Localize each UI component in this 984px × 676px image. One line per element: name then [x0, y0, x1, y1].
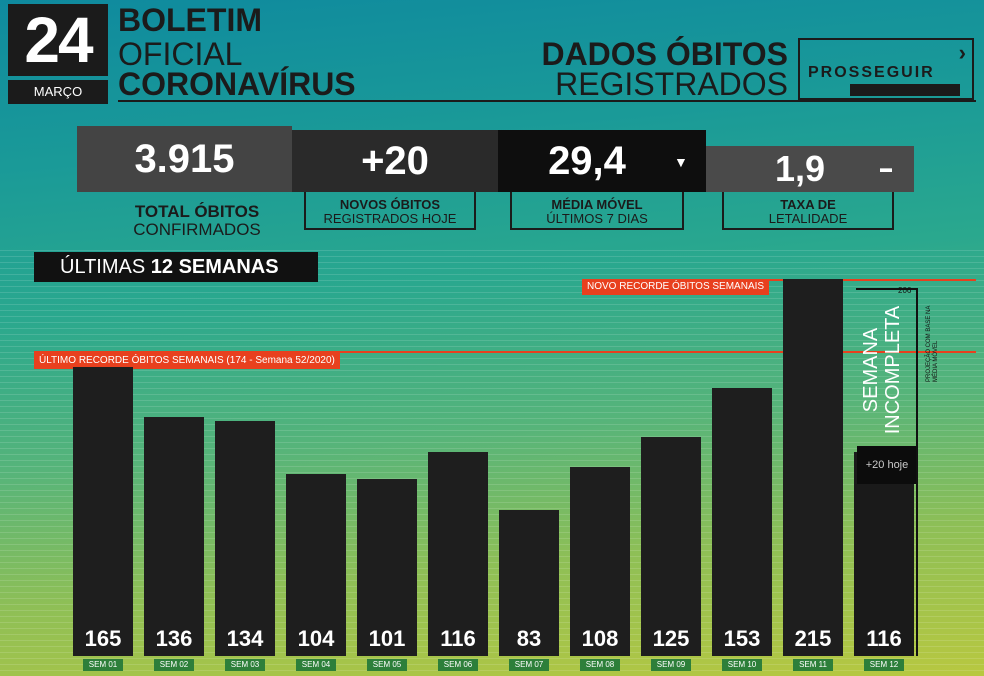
- category-tag: SEM 05: [367, 659, 407, 671]
- bar-9: [641, 436, 701, 656]
- new-record-tag: NOVO RECORDE ÓBITOS SEMANAIS: [582, 278, 770, 295]
- weeks-label: ÚLTIMAS 12 SEMANAS: [34, 252, 318, 282]
- total-deaths-value: 3.915: [77, 126, 292, 192]
- new-deaths-label-sub: REGISTRADOS HOJE: [323, 210, 457, 226]
- new-record-line: [582, 278, 976, 281]
- logo-subtitle-bar: [850, 84, 960, 96]
- bar-value-label: 153: [723, 626, 761, 651]
- lethality-label: TAXA DE LETALIDADE: [722, 192, 894, 230]
- moving-average-label-bold: MÉDIA MÓVEL: [551, 197, 643, 212]
- bar-11: [783, 278, 843, 656]
- category-tag: SEM 12: [864, 659, 904, 671]
- bar-value-label: 104: [297, 626, 335, 651]
- date-month: MARÇO: [8, 80, 108, 104]
- new-deaths-value: +20: [292, 130, 498, 192]
- category-tag: SEM 06: [438, 659, 478, 671]
- date-day: 24: [8, 4, 108, 76]
- total-deaths-label-sub: CONFIRMADOS: [133, 219, 261, 239]
- chevron-right-icon: ›: [958, 40, 966, 65]
- bar-12: [854, 452, 914, 656]
- bar-3: [215, 420, 275, 656]
- title-line-1: BOLETIM: [118, 2, 262, 38]
- lethality-value: 1,9: [706, 146, 914, 192]
- incomplete-line-2: INCOMPLETA: [882, 305, 904, 435]
- category-tag: SEM 09: [651, 659, 691, 671]
- bar-value-label: 116: [866, 626, 902, 651]
- moving-average-number: 29,4: [548, 139, 626, 183]
- section-title-1: DADOS ÓBITOS: [541, 36, 788, 72]
- bar-8: [570, 466, 630, 656]
- bar-4: [286, 473, 346, 656]
- bar-10: [712, 387, 772, 656]
- lethality-label-bold: TAXA DE: [780, 197, 836, 212]
- trend-down-icon: ▼: [674, 154, 688, 170]
- projection-note: PROJEÇÃO COM BASE NA MÉDIA MÓVEL: [926, 305, 939, 382]
- bar-6: [428, 452, 488, 656]
- total-deaths-label: TOTAL ÓBITOS CONFIRMADOS: [77, 203, 317, 239]
- bar-7: [499, 510, 559, 656]
- category-tag: SEM 08: [580, 659, 620, 671]
- title-line-3: CORONAVÍRUS: [118, 66, 356, 102]
- bar-value-label: 101: [368, 626, 406, 651]
- bar-2: [144, 417, 204, 656]
- category-tag: SEM 01: [83, 659, 123, 671]
- moving-average-label-sub: ÚLTIMOS 7 DIAS: [546, 210, 648, 226]
- lethality-label-sub: LETALIDADE: [768, 210, 848, 226]
- logo-text: PROSSEGUIR: [808, 64, 935, 81]
- bar-value-label: 125: [652, 626, 690, 651]
- incomplete-line-1: SEMANA: [860, 327, 882, 413]
- title-line-2: OFICIAL: [118, 36, 243, 72]
- bar-1: [73, 366, 133, 656]
- total-deaths-label-bold: TOTAL ÓBITOS: [134, 202, 260, 221]
- bar-5: [357, 478, 417, 656]
- projection-bracket: [856, 288, 918, 290]
- new-deaths-label: NOVOS ÓBITOS REGISTRADOS HOJE: [304, 192, 476, 230]
- bar-value-label: 165: [84, 626, 122, 651]
- bar-value-label: 116: [440, 626, 476, 651]
- category-tag: SEM 07: [509, 659, 549, 671]
- moving-average-label: MÉDIA MÓVEL ÚLTIMOS 7 DIAS: [510, 192, 684, 230]
- category-tag: SEM 04: [296, 659, 336, 671]
- projection-line: [916, 288, 918, 656]
- section-title-2: REGISTRADOS: [555, 66, 788, 102]
- today-increment: +20 hoje: [857, 446, 917, 484]
- prosseguir-logo: › PROSSEGUIR: [798, 38, 974, 100]
- projection-value: 206: [898, 286, 912, 295]
- bar-value-label: 134: [226, 626, 264, 651]
- category-tag: SEM 11: [793, 659, 833, 671]
- incomplete-week-label: SEMANA INCOMPLETA: [860, 290, 916, 450]
- category-tag: SEM 10: [722, 659, 762, 671]
- category-tag: SEM 02: [154, 659, 194, 671]
- lethality-number: 1,9: [774, 148, 826, 189]
- category-tag: SEM 03: [225, 659, 265, 671]
- old-record-line: [34, 350, 976, 353]
- date-badge: 24 MARÇO: [8, 4, 108, 104]
- moving-average-value: 29,4: [498, 130, 706, 192]
- header-rule: [118, 100, 976, 102]
- old-record-tag: ÚLTIMO RECORDE ÓBITOS SEMANAIS (174 - Se…: [34, 352, 340, 369]
- bar-value-label: 136: [155, 626, 193, 651]
- weeks-label-prefix: ÚLTIMAS: [60, 256, 151, 278]
- new-deaths-label-bold: NOVOS ÓBITOS: [339, 197, 441, 212]
- stable-icon: ▬: [880, 161, 892, 175]
- bar-value-label: 215: [794, 626, 832, 651]
- bar-value-label: 108: [581, 626, 619, 651]
- weeks-label-bold: 12 SEMANAS: [150, 256, 279, 278]
- bar-value-label: 83: [516, 626, 542, 651]
